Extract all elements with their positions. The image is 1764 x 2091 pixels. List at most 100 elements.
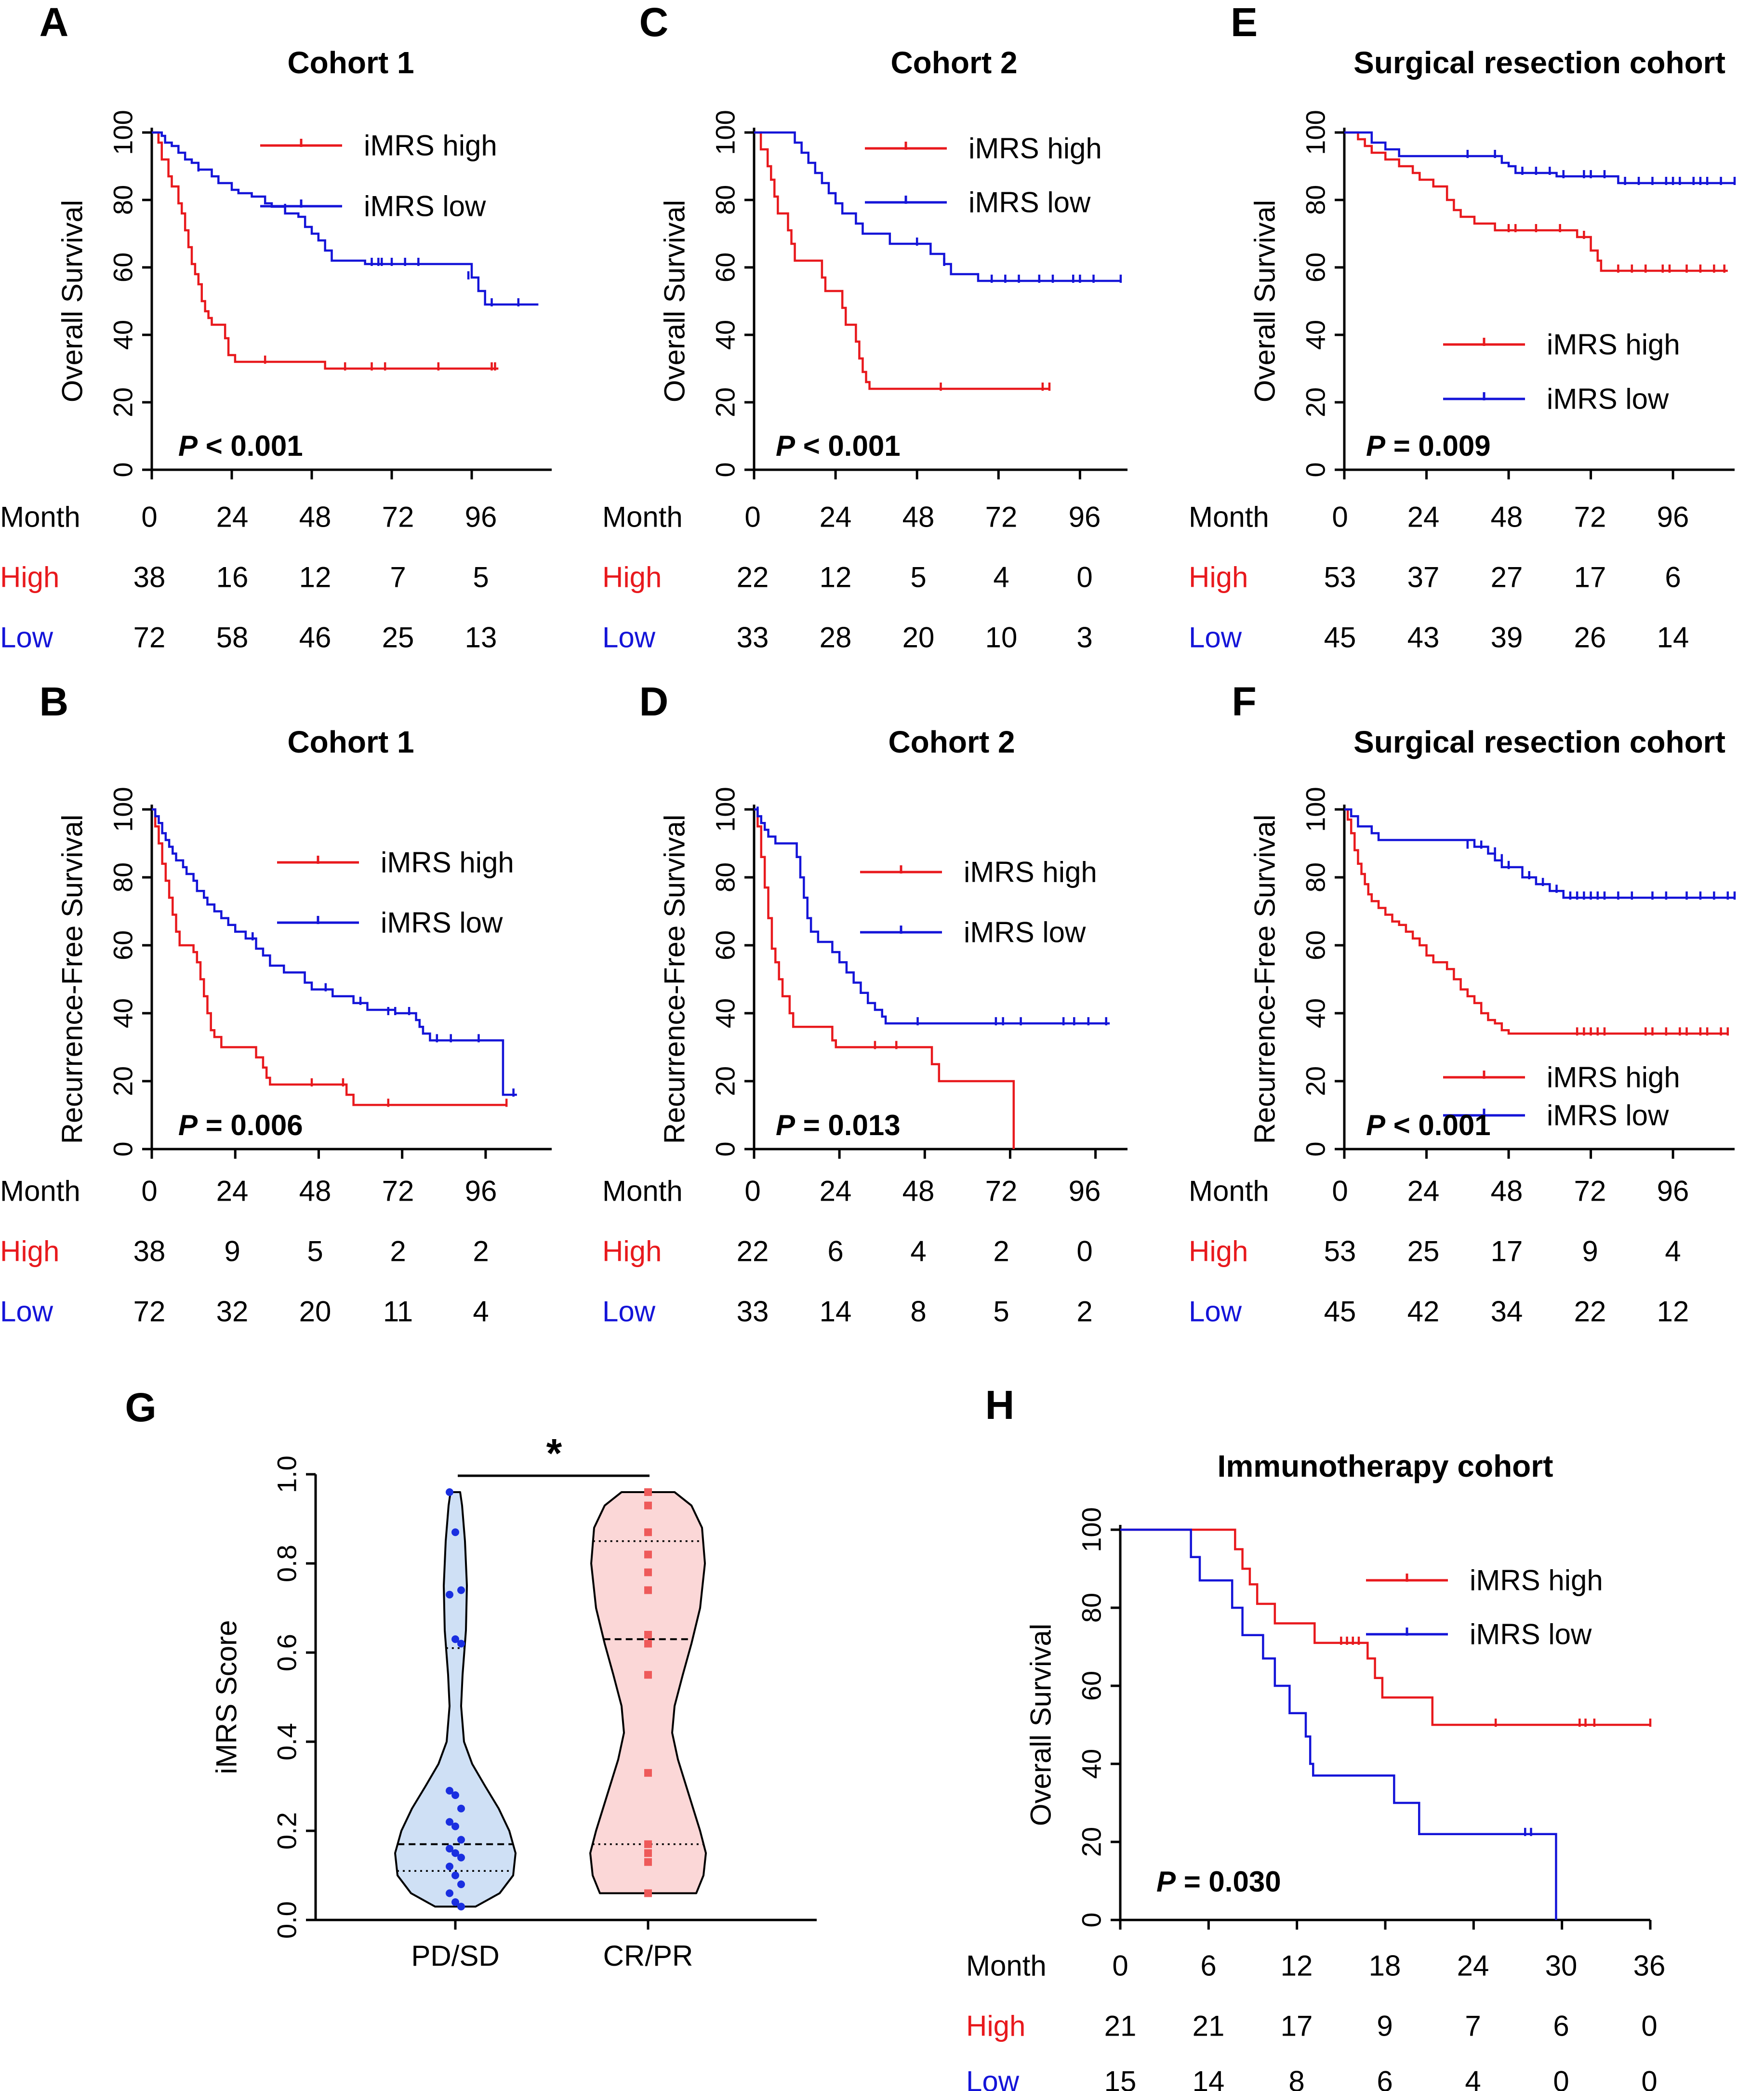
p-value-text: < 0.001 [198,430,303,462]
data-point [644,1640,652,1648]
panel-title: Cohort 2 [888,725,1015,759]
risk-count: 17 [1281,2010,1313,2042]
legend-label-high: iMRS high [1470,1564,1603,1597]
y-tick-label: 1.0 [272,1456,302,1493]
risk-count: 6 [1553,2010,1569,2042]
data-point [451,1528,459,1536]
risk-count: 8 [1288,2065,1304,2091]
x-tick-label: 24 [1407,1175,1440,1207]
y-tick-label: 60 [710,930,741,960]
x-tick-label: 36 [1633,1950,1666,1982]
km-curve-low [1120,1528,1557,1920]
legend-label-high: iMRS high [1547,329,1680,361]
y-tick-label: 60 [1300,930,1331,960]
data-point [451,1791,459,1799]
y-tick-label: 100 [1300,110,1331,155]
y-tick-label: 40 [108,320,138,350]
y-tick-label: 0 [108,462,138,477]
x-tick-label: 6 [1200,1950,1216,1982]
y-tick-label: 40 [1300,320,1331,350]
panel-letter: F [1232,679,1256,724]
risk-count: 11 [383,1296,413,1328]
km-curve-low [1344,808,1735,899]
km-curve-high [1344,131,1728,272]
data-point [446,1787,453,1795]
data-point [644,1568,652,1576]
legend-label-high: iMRS high [964,856,1097,888]
data-point [451,1898,459,1906]
risk-count: 45 [1324,1296,1356,1328]
legend-label-high: iMRS high [381,847,514,879]
risk-count: 37 [1407,561,1440,594]
km-curve-high [754,808,1015,1149]
x-tick-label: 96 [465,501,497,533]
p-value: P = 0.030 [1156,1866,1281,1898]
y-tick-label: 0 [108,1141,138,1156]
y-tick-label: 0.2 [272,1812,302,1850]
data-point [451,1849,459,1857]
risk-count: 38 [133,1235,166,1268]
risk-count: 2 [993,1235,1009,1268]
risk-count: 45 [1324,622,1356,654]
y-tick-label: 100 [108,110,138,155]
risk-row-label: Low [1189,622,1242,654]
risk-count: 46 [299,622,332,654]
x-tick-label: 48 [902,501,935,533]
km-curve-high [754,131,1049,390]
km-curve-low [152,131,539,306]
y-tick-label: 0 [1300,1141,1331,1156]
x-tick-label: 30 [1545,1950,1578,1982]
x-tick-label: 12 [1281,1950,1313,1982]
p-value: P < 0.001 [776,430,901,462]
y-tick-label: 100 [1076,1507,1107,1552]
risk-count: 25 [1407,1235,1440,1268]
y-tick-label: 40 [710,998,741,1028]
risk-count: 42 [1407,1296,1440,1328]
risk-count: 25 [382,622,414,654]
y-tick-label: 80 [1300,185,1331,215]
x-tick-label: 0 [1332,1175,1348,1207]
risk-count: 9 [1377,2010,1393,2042]
panel-title: Surgical resection cohort [1353,725,1725,759]
risk-count: 12 [299,561,332,594]
km-curve-high [152,131,499,370]
risk-row-label: Month [602,501,683,533]
y-tick-label: 20 [1076,1827,1107,1857]
risk-count: 5 [993,1296,1009,1328]
y-tick-label: 80 [1076,1593,1107,1623]
data-point [446,1863,453,1870]
x-tick-label: 48 [1491,501,1523,533]
data-point [457,1640,465,1648]
risk-count: 4 [1465,2065,1481,2091]
x-tick-label: 0 [744,1175,760,1207]
y-tick-label: 100 [1300,787,1331,832]
y-tick-label: 20 [710,1066,741,1096]
data-point [644,1769,652,1777]
y-tick-label: 80 [108,862,138,892]
panel-letter: H [985,1382,1015,1428]
risk-row-label: Low [0,1296,53,1328]
legend-label-high: iMRS high [1547,1061,1680,1094]
x-tick-label: 0 [1112,1950,1128,1982]
y-tick-label: 40 [1300,998,1331,1028]
panel-letter: C [639,0,669,45]
risk-row-label: Month [1189,1175,1269,1207]
data-point [457,1903,465,1911]
y-tick-label: 0.8 [272,1545,302,1582]
risk-count: 7 [390,561,406,594]
x-tick-label: 96 [465,1175,497,1207]
risk-count: 0 [1641,2065,1657,2091]
risk-count: 20 [902,622,935,654]
risk-count: 20 [299,1296,332,1328]
panel-letter: A [40,0,69,45]
risk-row-label: Month [0,501,80,533]
x-tick-label: 24 [820,1175,852,1207]
risk-count: 7 [1465,2010,1481,2042]
p-value-symbol: P [178,430,198,462]
legend-label-low: iMRS low [968,186,1091,219]
